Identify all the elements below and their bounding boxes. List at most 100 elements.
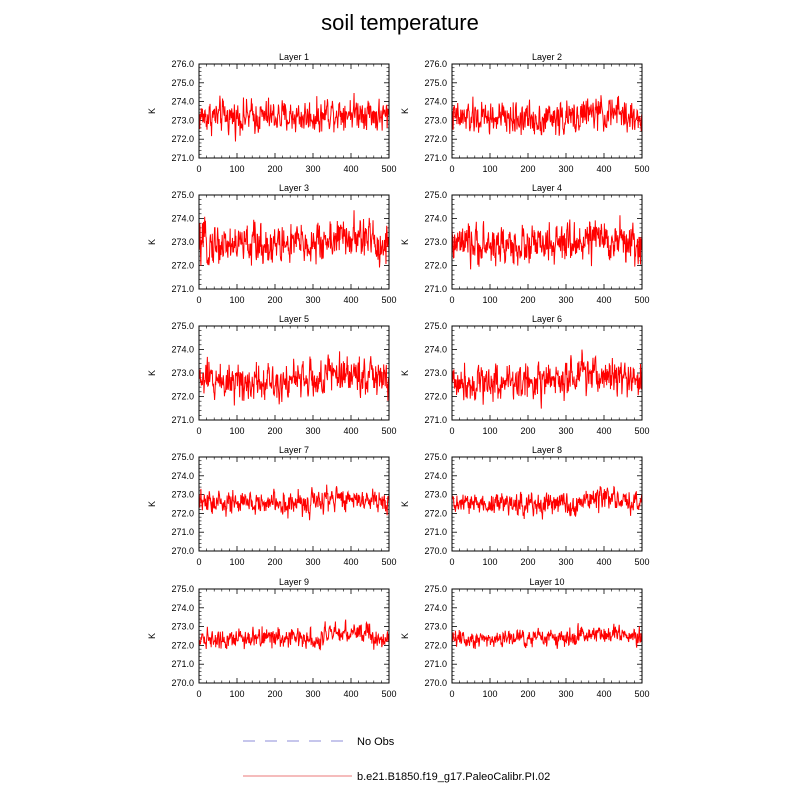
x-tick-label: 200 (520, 426, 535, 436)
series-line (451, 215, 643, 270)
y-tick-label: 271.0 (171, 659, 194, 669)
y-tick-label: 275.0 (171, 452, 194, 462)
y-tick-label: 275.0 (424, 584, 447, 594)
x-tick-label: 400 (343, 295, 358, 305)
x-tick-label: 100 (482, 689, 497, 699)
y-tick-label: 275.0 (424, 452, 447, 462)
panel-title: Layer 9 (279, 577, 309, 587)
panel-layer-8: Layer 8 K 0 100 200 300 400 500 270.0 271.0 272.0 2… (400, 445, 650, 567)
x-tick-label: 0 (196, 689, 201, 699)
x-tick-label: 400 (596, 164, 611, 174)
x-tick-label: 100 (229, 295, 244, 305)
x-tick-label: 0 (196, 164, 201, 174)
panel-layer-4: Layer 4 K 0 100 200 300 400 500 271.0 272.0 273.0 2… (400, 183, 650, 305)
panel-layer-10: Layer 10 K 0 100 200 300 400 500 270.0 271.0 272.0… (400, 577, 650, 699)
plot-frame (198, 588, 390, 684)
x-tick-label: 400 (596, 426, 611, 436)
x-tick-label: 400 (343, 426, 358, 436)
y-tick-label: 271.0 (424, 415, 447, 425)
y-tick-label: 270.0 (424, 546, 447, 556)
x-tick-label: 0 (196, 426, 201, 436)
x-tick-label: 200 (520, 164, 535, 174)
plot-frame (198, 194, 390, 290)
x-tick-label: 0 (449, 164, 454, 174)
plot-frame (451, 456, 643, 552)
y-tick-label: 271.0 (424, 659, 447, 669)
y-tick-label: 271.0 (171, 527, 194, 537)
panel-layer-1: Layer 1 K 0 100 200 300 400 500 271.0 272.0 273.0 2… (147, 52, 397, 174)
x-tick-label: 300 (558, 426, 573, 436)
y-tick-label: 273.0 (171, 115, 194, 125)
y-tick-label: 272.0 (171, 392, 194, 402)
x-tick-label: 0 (449, 426, 454, 436)
y-axis-label: K (400, 501, 410, 507)
x-tick-label: 200 (267, 689, 282, 699)
x-tick-label: 400 (343, 164, 358, 174)
x-tick-label: 200 (267, 557, 282, 567)
series-line (451, 623, 643, 649)
y-tick-label: 272.0 (424, 261, 447, 271)
plot-frame (451, 194, 643, 290)
y-tick-label: 271.0 (171, 153, 194, 163)
y-axis-label: K (400, 633, 410, 639)
legend: No Obs b.e21.B1850.f19_g17.PaleoCalibr.P… (243, 736, 550, 783)
series-line (451, 95, 643, 136)
y-tick-label: 274.0 (424, 603, 447, 613)
y-tick-label: 270.0 (424, 678, 447, 688)
plot-frame (451, 63, 643, 159)
y-axis-label: K (147, 370, 157, 376)
x-tick-label: 300 (305, 557, 320, 567)
y-tick-label: 274.0 (171, 214, 194, 224)
x-tick-label: 400 (343, 557, 358, 567)
x-tick-label: 200 (520, 557, 535, 567)
panel-layer-7: Layer 7 K 0 100 200 300 400 500 270.0 271.0 272.0 2… (147, 445, 397, 567)
x-tick-label: 100 (482, 164, 497, 174)
x-tick-label: 500 (381, 557, 396, 567)
panel-title: Layer 10 (529, 577, 564, 587)
y-tick-label: 272.0 (424, 508, 447, 518)
x-tick-label: 400 (596, 557, 611, 567)
panel-title: Layer 5 (279, 314, 309, 324)
plot-frame (451, 588, 643, 684)
x-tick-label: 200 (520, 689, 535, 699)
x-tick-label: 100 (229, 426, 244, 436)
panel-title: Layer 8 (532, 445, 562, 455)
panel-layer-3: Layer 3 K 0 100 200 300 400 500 271.0 272.0 273.0 2… (147, 183, 397, 305)
x-tick-label: 500 (381, 164, 396, 174)
panel-title: Layer 2 (532, 52, 562, 62)
x-tick-label: 100 (229, 164, 244, 174)
x-tick-label: 300 (558, 557, 573, 567)
series-line (451, 349, 643, 409)
legend-label-no-obs: No Obs (357, 736, 395, 748)
y-tick-label: 274.0 (171, 471, 194, 481)
panel-layer-5: Layer 5 K 0 100 200 300 400 500 271.0 272.0 273.0 2… (147, 314, 397, 436)
y-axis-label: K (147, 239, 157, 245)
y-tick-label: 271.0 (424, 527, 447, 537)
x-tick-label: 0 (449, 557, 454, 567)
y-tick-label: 272.0 (424, 134, 447, 144)
x-tick-label: 0 (196, 295, 201, 305)
legend-label-model: b.e21.B1850.f19_g17.PaleoCalibr.PI.02 (357, 771, 550, 783)
y-tick-label: 276.0 (424, 59, 447, 69)
plot-frame (198, 325, 390, 421)
y-tick-label: 273.0 (424, 237, 447, 247)
x-tick-label: 500 (381, 689, 396, 699)
y-tick-label: 274.0 (424, 345, 447, 355)
y-tick-label: 270.0 (171, 546, 194, 556)
y-tick-label: 273.0 (171, 622, 194, 632)
y-tick-label: 272.0 (171, 134, 194, 144)
figure-title: soil temperature (321, 10, 479, 35)
y-tick-label: 271.0 (171, 284, 194, 294)
x-tick-label: 500 (634, 295, 649, 305)
x-tick-label: 300 (558, 295, 573, 305)
panel-title: Layer 1 (279, 52, 309, 62)
y-tick-label: 273.0 (171, 237, 194, 247)
x-tick-label: 300 (305, 295, 320, 305)
x-tick-label: 100 (482, 557, 497, 567)
panel-layer-9: Layer 9 K 0 100 200 300 400 500 270.0 271.0 272.0 2… (147, 577, 397, 699)
y-tick-label: 273.0 (424, 622, 447, 632)
x-tick-label: 200 (267, 426, 282, 436)
x-tick-label: 400 (343, 689, 358, 699)
y-tick-label: 273.0 (424, 115, 447, 125)
